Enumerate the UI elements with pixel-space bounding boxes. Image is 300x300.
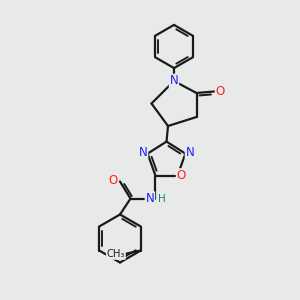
Text: H: H bbox=[158, 194, 166, 204]
Text: N: N bbox=[139, 146, 148, 159]
Text: CH₃: CH₃ bbox=[107, 249, 125, 259]
Text: N: N bbox=[169, 74, 178, 88]
Text: N: N bbox=[185, 146, 194, 159]
Text: N: N bbox=[146, 192, 154, 205]
Text: O: O bbox=[177, 169, 186, 182]
Text: O: O bbox=[109, 174, 118, 188]
Text: O: O bbox=[216, 85, 225, 98]
